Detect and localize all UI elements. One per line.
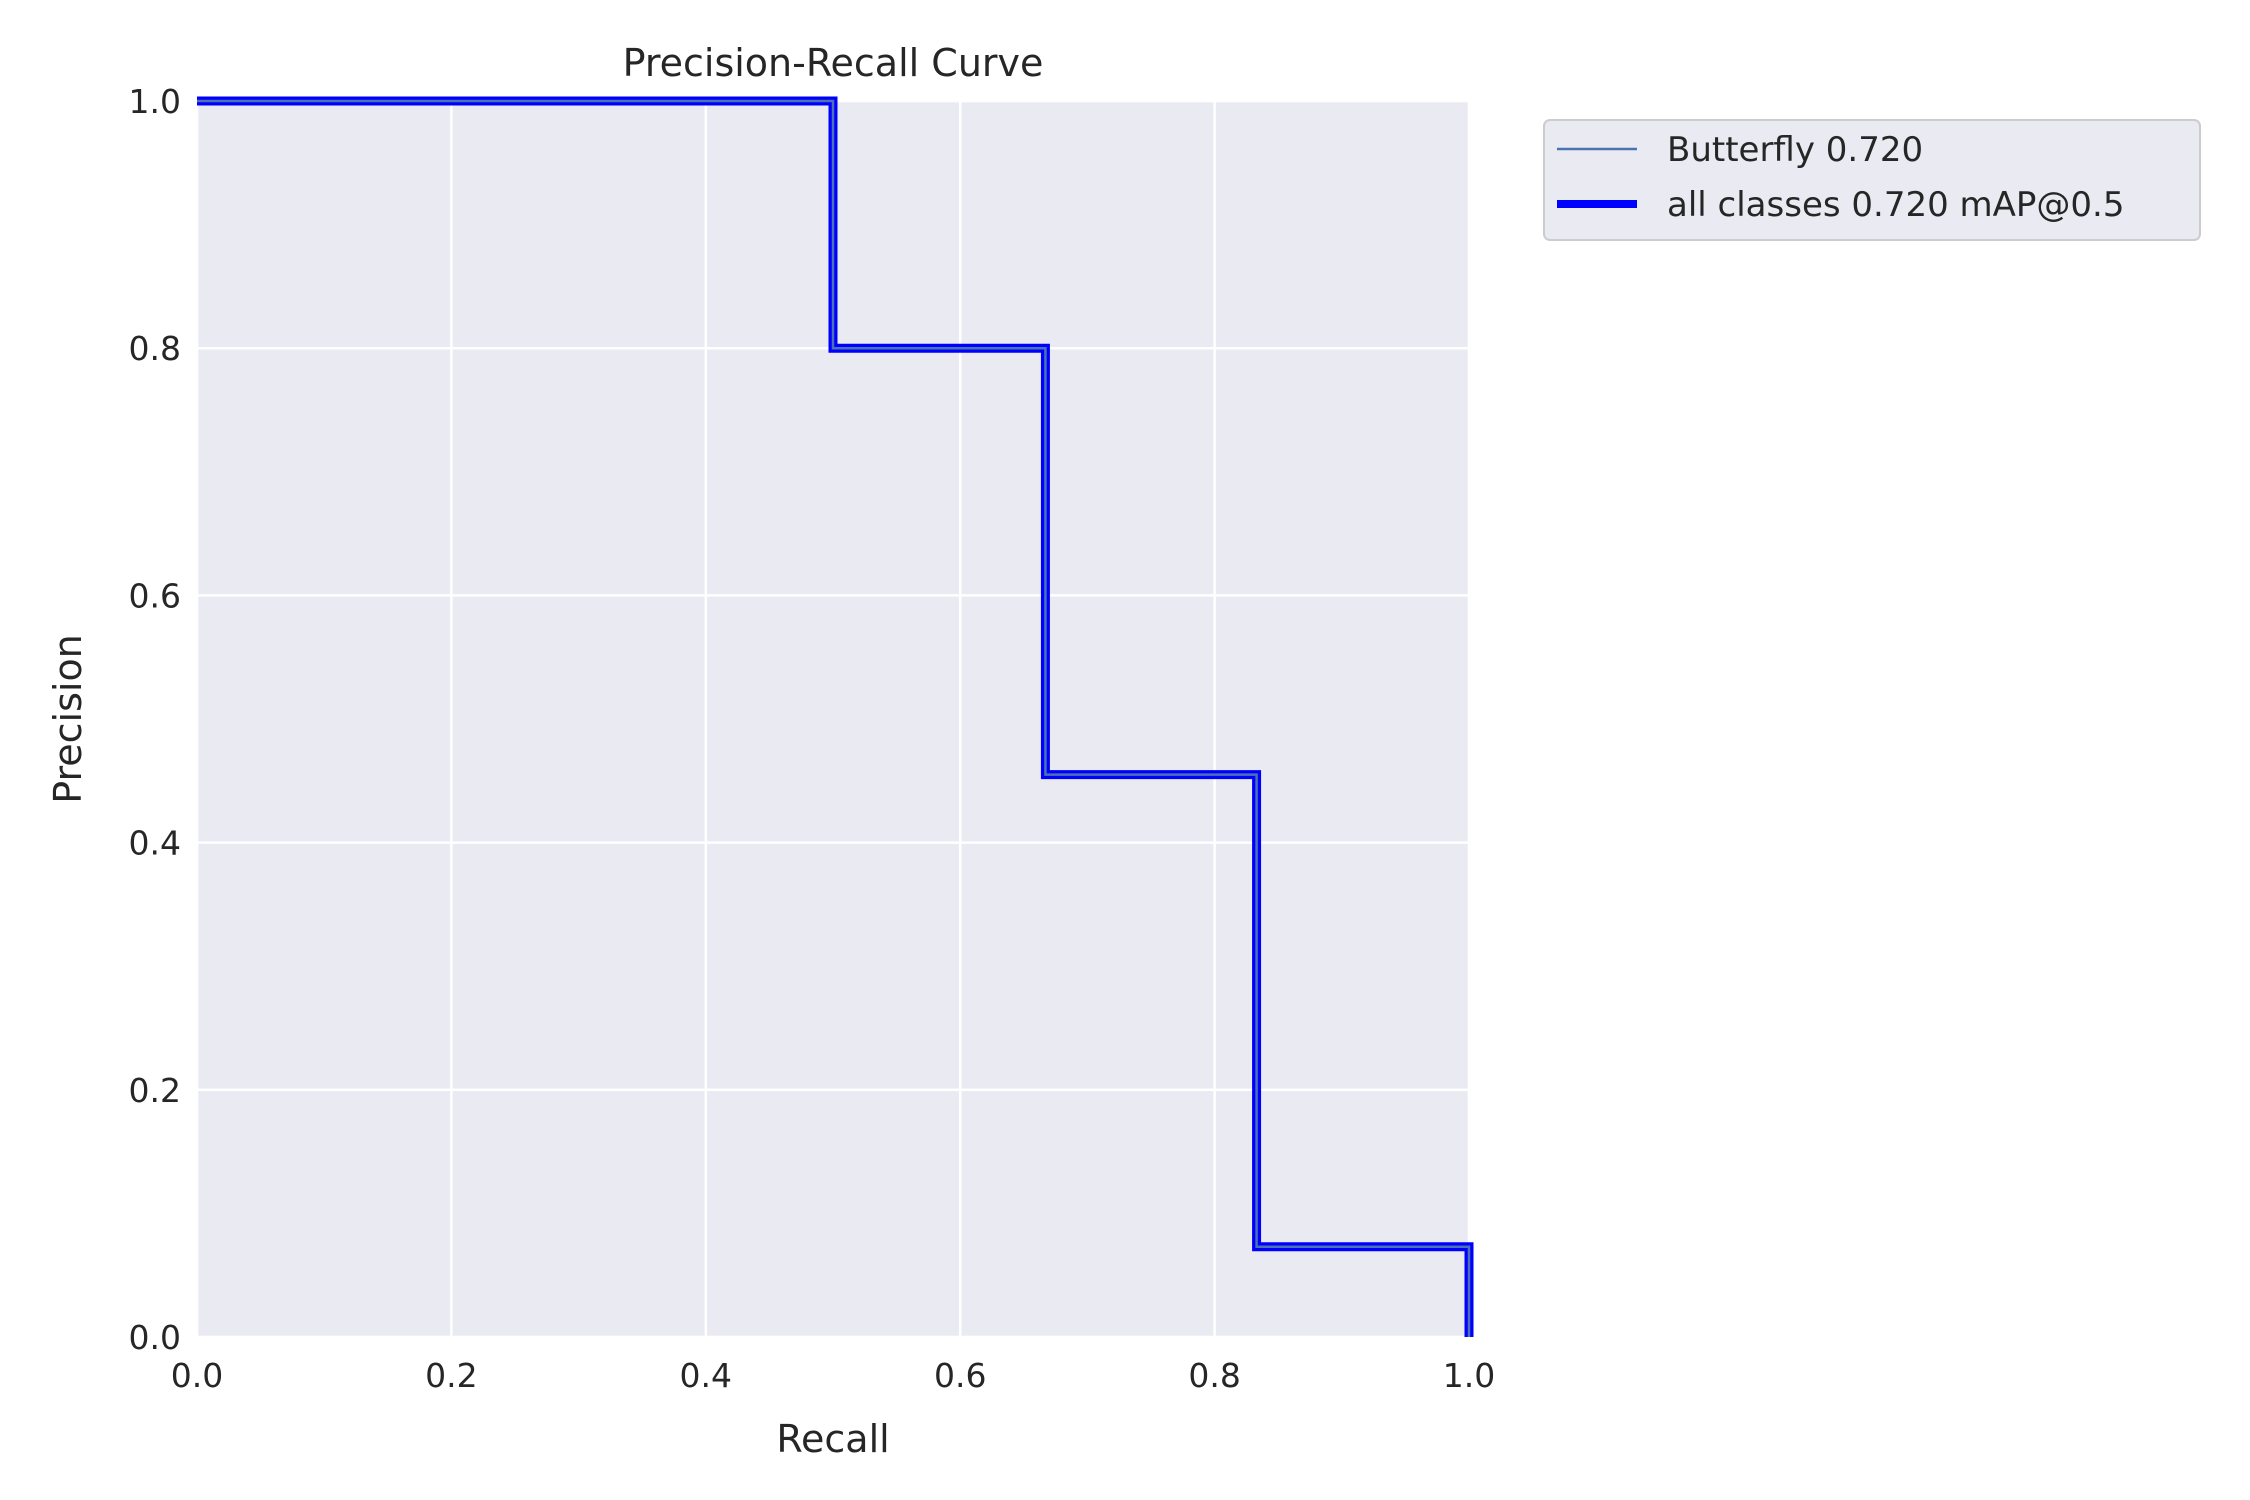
x-tick-label: 0.4 xyxy=(680,1356,732,1395)
chart-title: Precision-Recall Curve xyxy=(623,41,1044,85)
series-line-butterfly xyxy=(197,99,1471,1337)
series-layer xyxy=(197,96,1474,1337)
y-axis-label: Precision xyxy=(46,634,90,804)
x-tick-label: 0.2 xyxy=(425,1356,477,1395)
legend-box xyxy=(1543,119,2201,241)
y-tick-label: 0.8 xyxy=(129,329,181,368)
y-tick-label: 1.0 xyxy=(129,82,181,121)
x-tick-labels: 0.0 0.2 0.4 0.6 0.8 1.0 xyxy=(171,1356,1495,1395)
y-tick-labels: 0.0 0.2 0.4 0.6 0.8 1.0 xyxy=(129,82,181,1357)
legend-label-all-classes: all classes 0.720 mAP@0.5 xyxy=(1667,185,2124,225)
y-tick-label: 0.0 xyxy=(129,1318,181,1357)
x-tick-label: 0.0 xyxy=(171,1356,223,1395)
y-tick-label: 0.6 xyxy=(129,576,181,615)
x-tick-label: 1.0 xyxy=(1443,1356,1495,1395)
x-tick-label: 0.6 xyxy=(934,1356,986,1395)
legend-label-butterfly: Butterfly 0.720 xyxy=(1667,130,1923,170)
y-tick-label: 0.4 xyxy=(129,824,181,863)
x-tick-label: 0.8 xyxy=(1188,1356,1240,1395)
x-axis-label: Recall xyxy=(776,1417,889,1461)
legend: Butterfly 0.720 all classes 0.720 mAP@0.… xyxy=(1543,119,2201,241)
y-tick-label: 0.2 xyxy=(129,1071,181,1110)
